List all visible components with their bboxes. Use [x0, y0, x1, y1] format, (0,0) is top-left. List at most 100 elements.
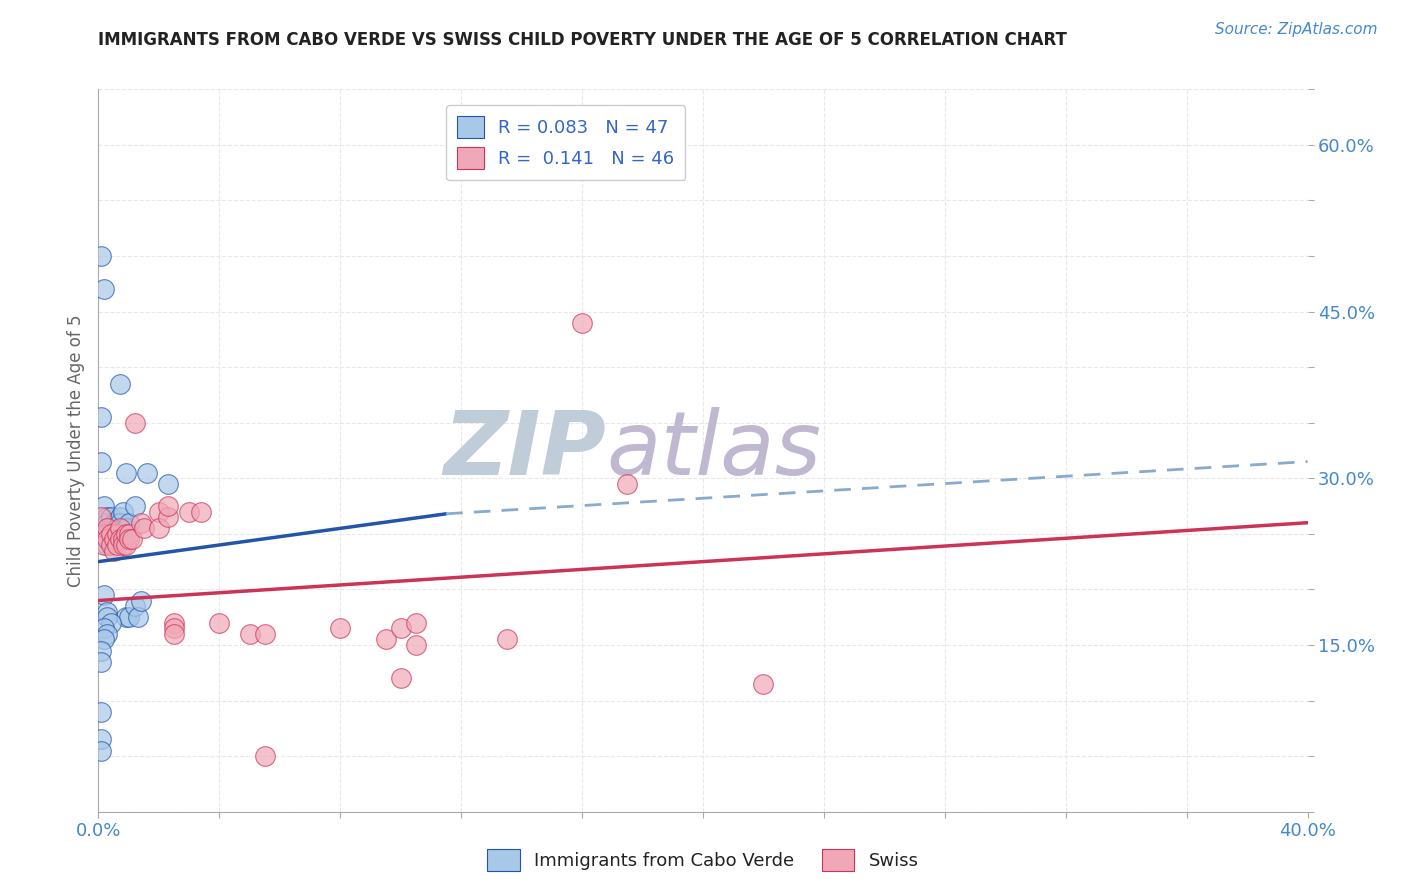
- Point: [405, 615, 427, 630]
- Point: [100, 526, 122, 541]
- Point: [96, 627, 118, 641]
- Point: [571, 316, 593, 330]
- Point: [114, 538, 136, 552]
- Point: [124, 599, 146, 613]
- Point: [118, 610, 141, 624]
- Point: [108, 510, 131, 524]
- Point: [239, 627, 262, 641]
- Point: [179, 505, 201, 519]
- Point: [105, 521, 128, 535]
- Point: [103, 533, 125, 547]
- Point: [114, 610, 136, 624]
- Point: [100, 538, 122, 552]
- Point: [90, 732, 112, 747]
- Point: [103, 526, 125, 541]
- Point: [93, 516, 115, 530]
- Point: [96, 521, 118, 535]
- Point: [111, 533, 134, 547]
- Point: [124, 499, 146, 513]
- Point: [389, 671, 412, 685]
- Y-axis label: Child Poverty Under the Age of 5: Child Poverty Under the Age of 5: [66, 314, 84, 587]
- Point: [105, 516, 128, 530]
- Point: [93, 621, 115, 635]
- Point: [90, 743, 112, 757]
- Point: [114, 521, 136, 535]
- Point: [752, 677, 775, 691]
- Point: [100, 521, 122, 535]
- Text: ZIP: ZIP: [443, 407, 606, 494]
- Point: [93, 526, 115, 541]
- Point: [90, 655, 112, 669]
- Point: [127, 610, 149, 624]
- Point: [111, 538, 134, 552]
- Point: [156, 510, 179, 524]
- Legend: R = 0.083   N = 47, R =  0.141   N = 46: R = 0.083 N = 47, R = 0.141 N = 46: [446, 105, 685, 180]
- Point: [163, 627, 186, 641]
- Text: atlas: atlas: [606, 408, 821, 493]
- Point: [129, 516, 152, 530]
- Point: [90, 643, 112, 657]
- Legend: Immigrants from Cabo Verde, Swiss: Immigrants from Cabo Verde, Swiss: [481, 842, 925, 879]
- Point: [405, 638, 427, 652]
- Point: [90, 410, 112, 425]
- Point: [100, 533, 122, 547]
- Point: [96, 610, 118, 624]
- Point: [108, 516, 131, 530]
- Point: [93, 526, 115, 541]
- Point: [90, 454, 112, 468]
- Point: [108, 533, 131, 547]
- Point: [100, 510, 122, 524]
- Point: [93, 588, 115, 602]
- Point: [96, 538, 118, 552]
- Point: [108, 521, 131, 535]
- Point: [114, 466, 136, 480]
- Point: [96, 526, 118, 541]
- Point: [124, 416, 146, 430]
- Point: [93, 499, 115, 513]
- Point: [148, 505, 170, 519]
- Point: [389, 621, 412, 635]
- Point: [96, 605, 118, 619]
- Point: [129, 593, 152, 607]
- Point: [114, 526, 136, 541]
- Point: [148, 521, 170, 535]
- Point: [96, 516, 118, 530]
- Point: [103, 516, 125, 530]
- Point: [118, 516, 141, 530]
- Point: [108, 376, 131, 391]
- Point: [105, 526, 128, 541]
- Point: [118, 526, 141, 541]
- Point: [132, 521, 155, 535]
- Point: [495, 632, 517, 647]
- Point: [156, 476, 179, 491]
- Point: [156, 499, 179, 513]
- Text: IMMIGRANTS FROM CABO VERDE VS SWISS CHILD POVERTY UNDER THE AGE OF 5 CORRELATION: IMMIGRANTS FROM CABO VERDE VS SWISS CHIL…: [98, 31, 1067, 49]
- Point: [100, 615, 122, 630]
- Point: [93, 282, 115, 296]
- Point: [90, 510, 112, 524]
- Point: [190, 505, 212, 519]
- Point: [616, 476, 638, 491]
- Point: [96, 533, 118, 547]
- Point: [374, 632, 396, 647]
- Point: [93, 632, 115, 647]
- Point: [163, 615, 186, 630]
- Point: [90, 705, 112, 719]
- Point: [253, 749, 276, 764]
- Point: [121, 533, 143, 547]
- Point: [208, 615, 231, 630]
- Point: [163, 621, 186, 635]
- Point: [105, 538, 128, 552]
- Point: [103, 533, 125, 547]
- Point: [111, 505, 134, 519]
- Text: Source: ZipAtlas.com: Source: ZipAtlas.com: [1215, 22, 1378, 37]
- Point: [329, 621, 352, 635]
- Point: [253, 627, 276, 641]
- Point: [93, 538, 115, 552]
- Point: [111, 521, 134, 535]
- Point: [90, 249, 112, 263]
- Point: [96, 510, 118, 524]
- Point: [135, 466, 157, 480]
- Point: [118, 533, 141, 547]
- Point: [103, 543, 125, 558]
